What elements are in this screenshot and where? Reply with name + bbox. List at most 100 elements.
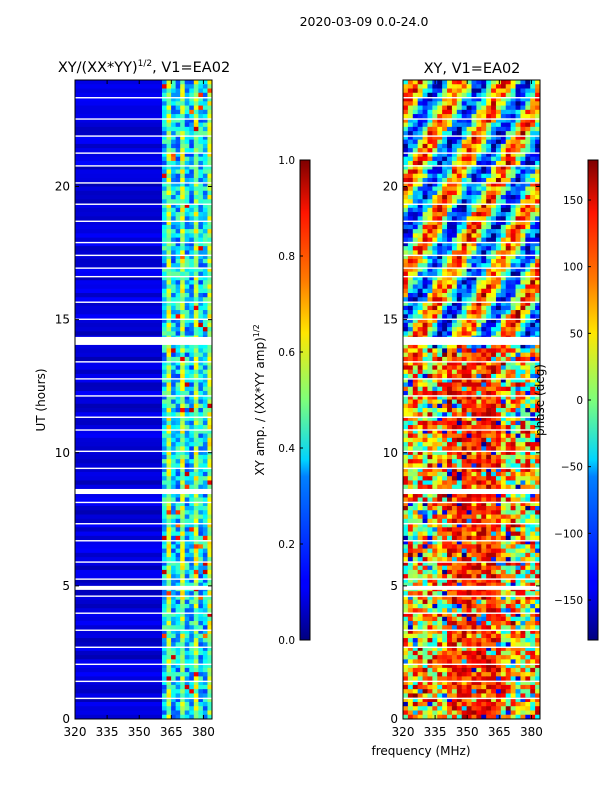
- heatmap-cell: [162, 109, 168, 115]
- heatmap-cell: [180, 177, 186, 183]
- heatmap-cell: [193, 348, 199, 354]
- heatmap-cell: [175, 148, 181, 154]
- heatmap-cell: [466, 373, 473, 379]
- heatmap-cell: [520, 352, 526, 358]
- heatmap-cell: [202, 293, 209, 298]
- heatmap-cell: [525, 348, 531, 354]
- heatmap-cell: [481, 540, 487, 545]
- heatmap-cell: [198, 131, 204, 136]
- heatmap-cell: [180, 646, 186, 652]
- heatmap-cell: [171, 693, 177, 699]
- heatmap-cell: [175, 476, 181, 482]
- heatmap-cell: [437, 109, 443, 115]
- heatmap-cell: [476, 531, 482, 537]
- heatmap-cell: [520, 386, 526, 392]
- heatmap-cell: [412, 454, 419, 460]
- heatmap-cell: [198, 126, 204, 132]
- heatmap-cell: [476, 446, 482, 452]
- heatmap-cell: [451, 454, 458, 460]
- heatmap-cell: [407, 493, 414, 499]
- heatmap-cell: [520, 229, 526, 234]
- heatmap-cell: [495, 207, 502, 213]
- heatmap-cell: [417, 84, 424, 90]
- heatmap-cell: [407, 109, 414, 115]
- heatmap-cell: [403, 523, 409, 528]
- heatmap-cell: [515, 403, 522, 409]
- heatmap-cell: [515, 148, 522, 154]
- heatmap-cell: [175, 591, 181, 597]
- heatmap-cell: [442, 254, 448, 260]
- heatmap-cell: [510, 84, 517, 90]
- heatmap-cell: [471, 348, 477, 354]
- heatmap-cell: [189, 565, 195, 571]
- heatmap-cell: [476, 382, 482, 388]
- heatmap-cell: [447, 348, 453, 354]
- heatmap-cell: [476, 297, 482, 303]
- heatmap-cell: [198, 689, 204, 695]
- heatmap-cell: [515, 420, 522, 426]
- heatmap-row: [75, 425, 162, 430]
- heatmap-cell: [510, 459, 517, 464]
- heatmap-cell: [189, 297, 195, 303]
- heatmap-cell: [466, 212, 473, 217]
- heatmap-cell: [193, 203, 199, 209]
- heatmap-cell: [481, 433, 487, 439]
- heatmap-cell: [466, 233, 473, 239]
- heatmap-cell: [495, 143, 502, 149]
- heatmap-cell: [202, 497, 209, 503]
- heatmap-cell: [442, 454, 448, 460]
- heatmap-cell: [403, 105, 409, 111]
- heatmap-cell: [461, 224, 468, 230]
- heatmap-cell: [427, 390, 433, 396]
- heatmap-cell: [535, 408, 540, 413]
- heatmap-cell: [407, 207, 414, 213]
- heatmap-cell: [530, 412, 536, 418]
- heatmap-cell: [189, 322, 195, 328]
- heatmap-cell: [432, 160, 438, 166]
- heatmap-cell: [412, 288, 419, 294]
- heatmap-cell: [198, 544, 204, 550]
- heatmap-cell: [515, 177, 522, 183]
- heatmap-cell: [162, 139, 168, 145]
- heatmap-cell: [166, 493, 172, 499]
- heatmap-cell: [520, 412, 526, 418]
- heatmap-cell: [481, 250, 487, 256]
- heatmap-cell: [461, 361, 468, 367]
- heatmap-cell: [198, 552, 204, 558]
- heatmap-cell: [180, 92, 186, 98]
- heatmap-cell: [515, 416, 522, 422]
- heatmap-cell: [175, 523, 181, 528]
- heatmap-cell: [476, 390, 482, 396]
- heatmap-cell: [162, 92, 168, 98]
- heatmap-cell: [198, 484, 204, 490]
- heatmap-cell: [500, 241, 507, 247]
- heatmap-cell: [171, 591, 177, 597]
- heatmap-cell: [407, 352, 414, 358]
- heatmap-cell: [184, 258, 190, 264]
- heatmap-cell: [422, 527, 429, 533]
- heatmap-cell: [476, 408, 482, 413]
- heatmap-cell: [525, 92, 531, 98]
- heatmap-cell: [175, 118, 181, 124]
- heatmap-cell: [500, 237, 507, 243]
- heatmap-cell: [171, 173, 177, 179]
- heatmap-cell: [442, 246, 448, 251]
- heatmap-cell: [476, 412, 482, 418]
- heatmap-cell: [412, 518, 419, 524]
- heatmap-cell: [535, 258, 540, 264]
- heatmap-cell: [447, 314, 453, 320]
- heatmap-cell: [461, 97, 468, 102]
- heatmap-cell: [525, 246, 531, 251]
- heatmap-cell: [189, 288, 195, 294]
- heatmap-cell: [184, 246, 190, 251]
- heatmap-cell: [481, 420, 487, 426]
- heatmap-cell: [432, 246, 438, 251]
- heatmap-row: [75, 395, 162, 401]
- heatmap-cell: [171, 608, 177, 614]
- heatmap-cell: [171, 190, 177, 196]
- heatmap-cell: [510, 467, 517, 473]
- heatmap-cell: [166, 203, 172, 209]
- heatmap-cell: [500, 437, 507, 443]
- heatmap-cell: [510, 195, 517, 200]
- heatmap-cell: [520, 92, 526, 98]
